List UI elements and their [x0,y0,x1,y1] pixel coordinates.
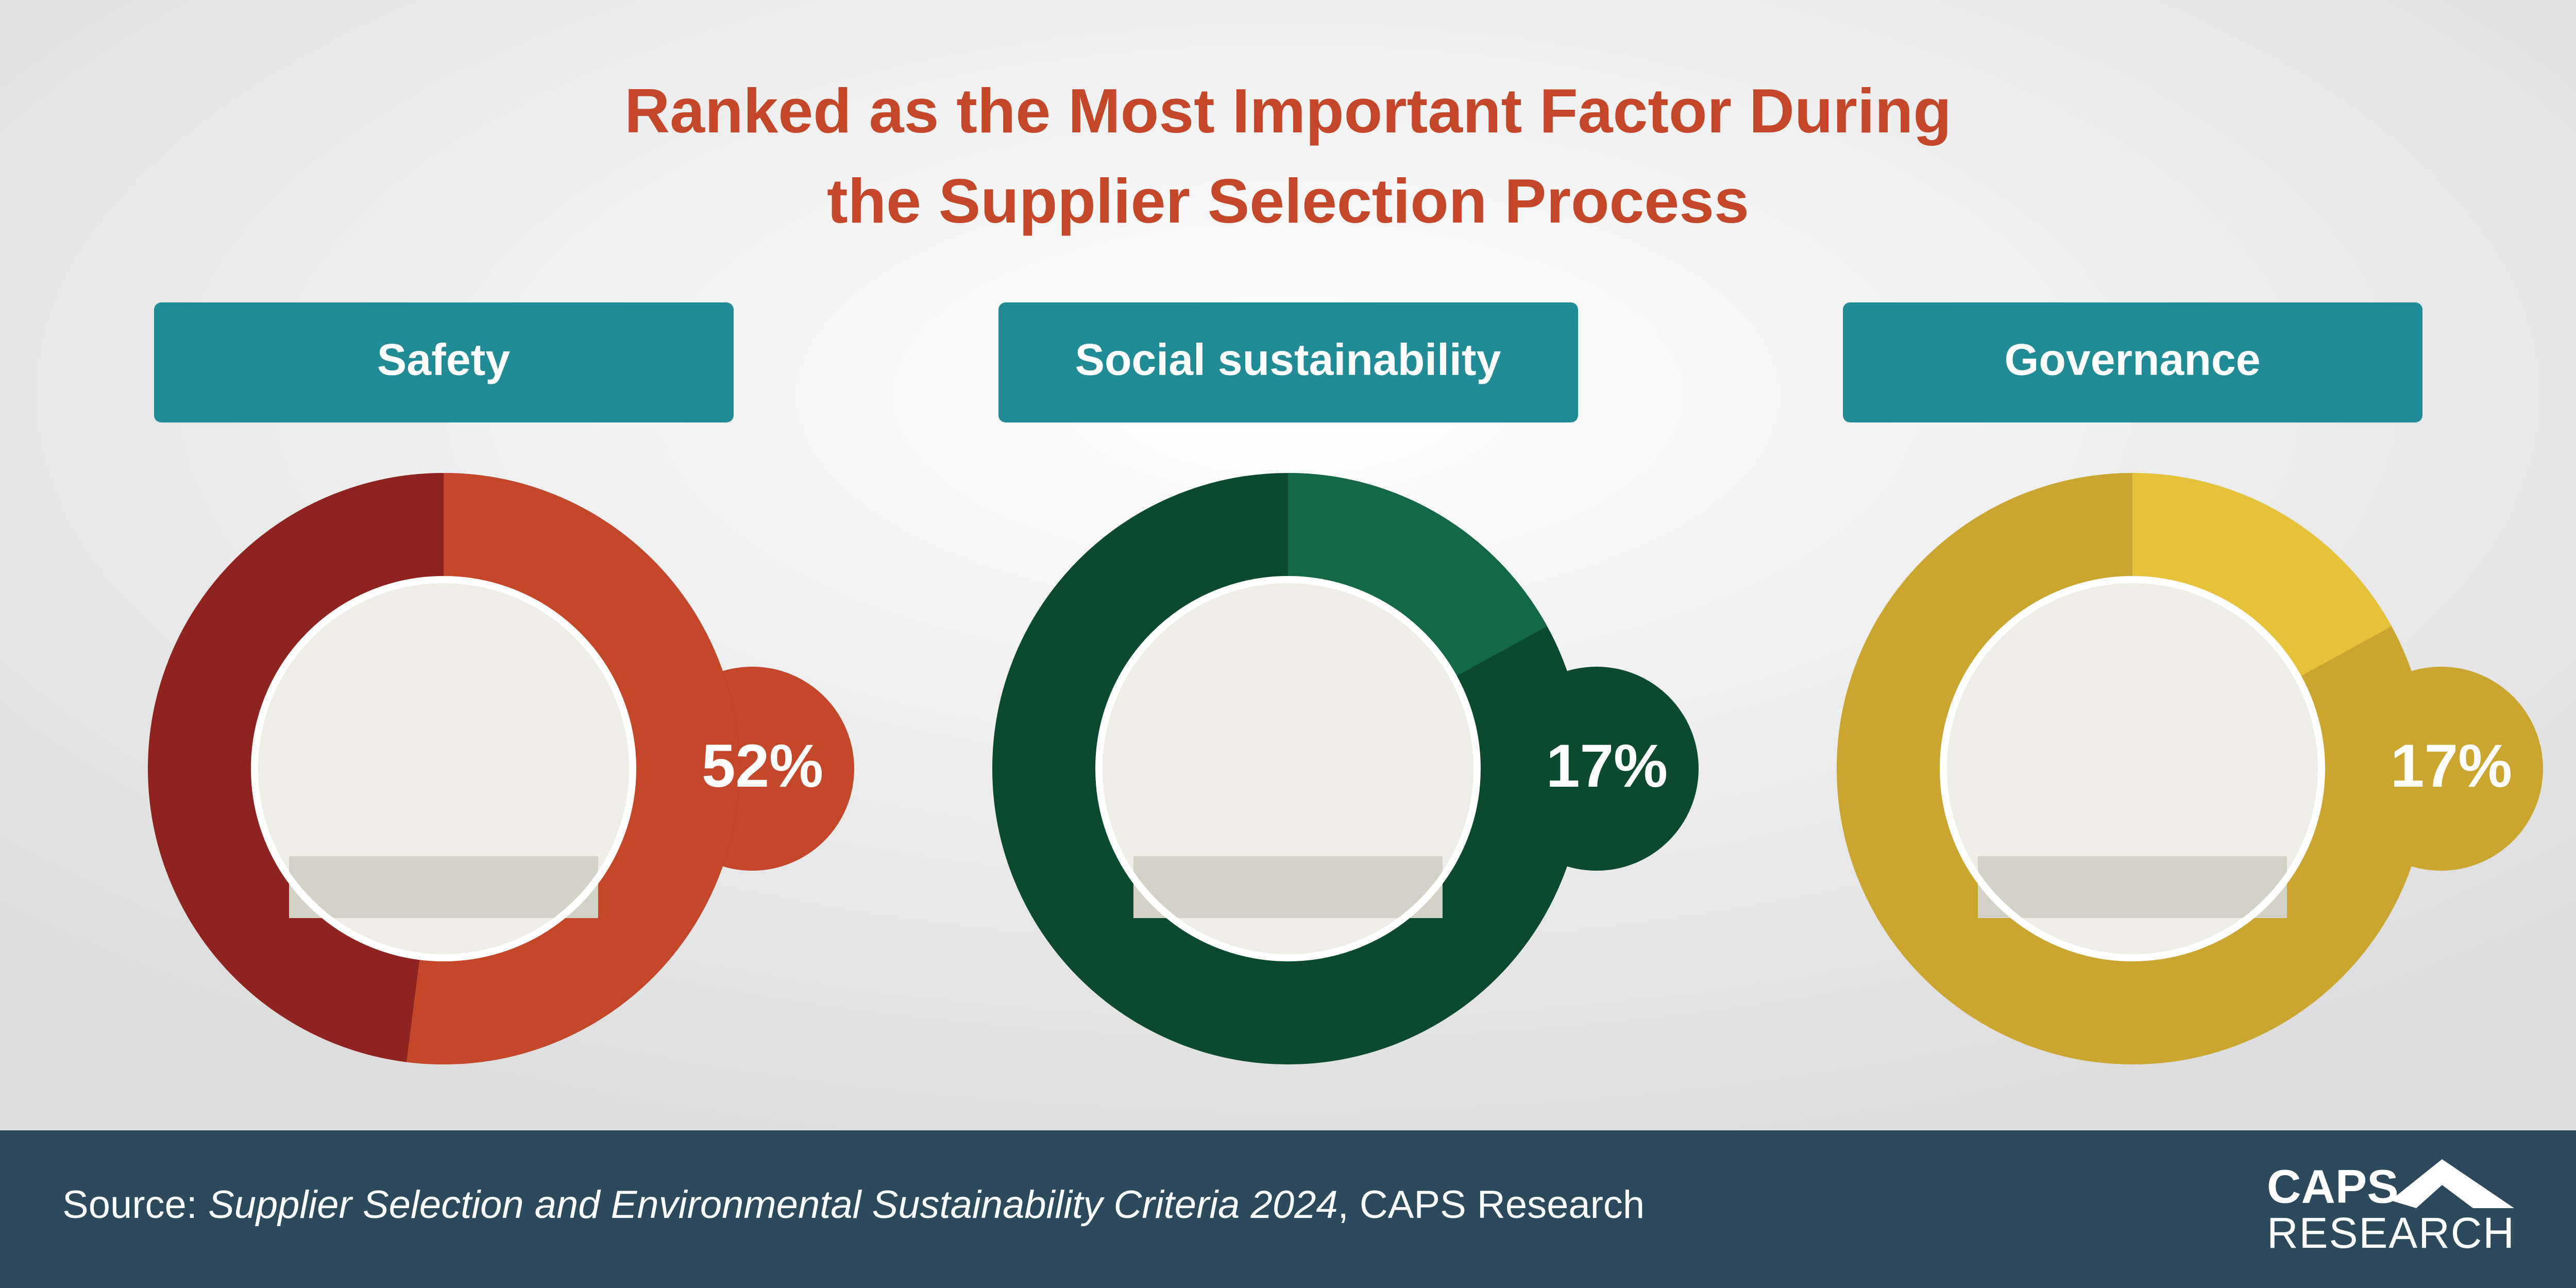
category-header [998,302,1578,422]
illustration-ground [1133,856,1443,918]
illustration-frame [1095,576,1481,961]
logo-text: RESEARCH [2267,1209,2514,1257]
logo-text: CAPS [2267,1160,2399,1213]
source: Source: Supplier Selection and Environme… [62,1183,1645,1227]
illustration-ground [1978,856,2287,918]
category-title: Social sustainability [1075,335,1501,385]
donut-segment [1288,473,1547,678]
illustration-frame [251,576,636,961]
donut-segment [406,473,739,1064]
category-header [1843,302,2422,422]
illustration-frame [1940,576,2325,961]
category-header [154,302,734,422]
title-line: Ranked as the Most Important Factor Duri… [624,76,1952,146]
category-title: Governance [2004,335,2260,385]
logo-mark [2391,1159,2514,1208]
value-label: 17% [2391,732,2512,800]
source-prefix: Source: [62,1183,208,1227]
value-label: 52% [702,732,823,800]
value-label: 17% [1546,732,1668,800]
title-line: the Supplier Selection Process [827,166,1749,236]
source-work: Supplier Selection and Environmental Sus… [208,1183,1338,1227]
category-title: Safety [377,335,510,385]
illustration-ground [289,856,598,918]
source-suffix: , CAPS Research [1338,1183,1645,1227]
donut-segment [2132,473,2392,678]
footer [0,1130,2576,1288]
